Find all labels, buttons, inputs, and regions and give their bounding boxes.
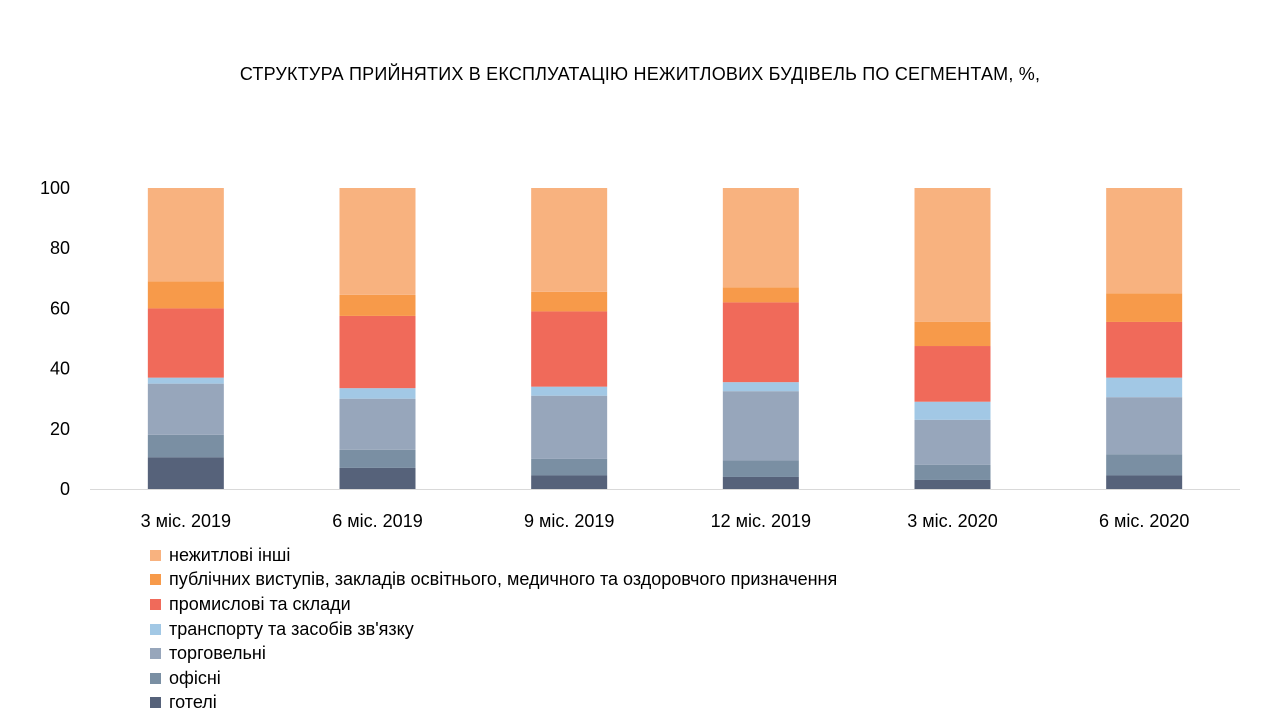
bar-segment xyxy=(531,188,608,292)
bar-stack xyxy=(531,188,608,489)
bar-segment xyxy=(531,291,608,312)
bar-segment xyxy=(147,188,224,282)
y-tick-label: 60 xyxy=(50,298,70,318)
legend-item: публічних виступів, закладів освітнього,… xyxy=(150,568,837,593)
bar-segment xyxy=(147,281,224,309)
bar-stack xyxy=(722,188,799,489)
legend-item: торговельні xyxy=(150,641,837,666)
bar-segment xyxy=(339,294,416,316)
bar-segment xyxy=(914,479,991,489)
bar-segment xyxy=(914,346,991,402)
bar-segment xyxy=(914,464,991,480)
bar-segment xyxy=(147,377,224,384)
x-tick-label: 3 міс. 2019 xyxy=(141,511,231,531)
bar-segment xyxy=(339,188,416,295)
bar-segment xyxy=(1106,188,1183,294)
legend-item: готелі xyxy=(150,691,837,716)
x-tick-label: 12 міс. 2019 xyxy=(711,511,811,531)
bar-stacks xyxy=(147,188,1183,489)
bar-segment xyxy=(339,449,416,468)
bar-segment xyxy=(147,457,224,489)
bar-segment xyxy=(914,401,991,420)
x-tick-label: 6 міс. 2019 xyxy=(332,511,422,531)
bar-segment xyxy=(147,434,224,458)
legend-swatch xyxy=(150,623,161,635)
legend-item: промислові та склади xyxy=(150,592,837,617)
legend-swatch xyxy=(150,697,161,709)
bar-segment xyxy=(339,398,416,450)
legend-swatch xyxy=(150,574,161,586)
bar-stack xyxy=(147,188,224,489)
legend-item: транспорту та засобів зв'язку xyxy=(150,617,837,642)
x-tick-label: 6 міс. 2020 xyxy=(1099,511,1189,531)
bar-segment xyxy=(339,388,416,399)
bar-segment xyxy=(531,311,608,387)
legend: нежитлові інші публічних виступів, заклад… xyxy=(150,543,837,715)
y-axis-tick-labels: 0 20 40 60 80 100 xyxy=(40,178,70,499)
legend-item: нежитлові інші xyxy=(150,543,837,568)
bar-stack xyxy=(914,188,991,489)
bar-segment xyxy=(1106,475,1183,489)
bar-segment xyxy=(147,308,224,378)
bar-segment xyxy=(722,476,799,489)
x-tick-label: 9 міс. 2019 xyxy=(524,511,614,531)
bar-segment xyxy=(722,391,799,461)
legend-label: офісні xyxy=(169,667,221,688)
bar-segment xyxy=(722,382,799,392)
y-tick-label: 0 xyxy=(60,479,70,499)
y-tick-label: 80 xyxy=(50,238,70,258)
legend-swatch xyxy=(150,598,161,610)
legend-swatch xyxy=(150,672,161,684)
legend-label: промислові та склади xyxy=(169,593,351,614)
bar-segment xyxy=(531,395,608,459)
bar-segment xyxy=(339,467,416,489)
bar-segment xyxy=(1106,397,1183,455)
x-tick-label: 3 міс. 2020 xyxy=(907,511,997,531)
bar-segment xyxy=(722,287,799,303)
legend-label: нежитлові інші xyxy=(169,544,291,565)
bar-segment xyxy=(1106,377,1183,398)
legend-label: торговельні xyxy=(169,643,266,664)
bar-segment xyxy=(914,188,991,322)
bar-stack xyxy=(339,188,416,489)
bar-segment xyxy=(1106,321,1183,378)
bar-segment xyxy=(531,458,608,476)
bar-segment xyxy=(531,475,608,489)
bar-segment xyxy=(722,460,799,477)
bar-segment xyxy=(1106,454,1183,476)
legend-label: готелі xyxy=(169,692,217,713)
legend-label: транспорту та засобів зв'язку xyxy=(169,618,414,639)
bar-segment xyxy=(1106,293,1183,322)
y-tick-label: 20 xyxy=(50,419,70,439)
x-axis-tick-labels: 3 міс. 2019 6 міс. 2019 9 міс. 2019 12 міс.… xyxy=(141,511,1190,531)
bar-segment xyxy=(722,302,799,383)
bar-segment xyxy=(914,419,991,465)
y-tick-label: 100 xyxy=(40,178,70,198)
bar-segment xyxy=(147,383,224,435)
legend-item: офісні xyxy=(150,666,837,691)
y-tick-label: 40 xyxy=(50,359,70,379)
legend-swatch xyxy=(150,549,161,561)
bar-segment xyxy=(339,315,416,389)
bar-stack xyxy=(1106,188,1183,489)
legend-label: публічних виступів, закладів освітнього,… xyxy=(169,569,838,590)
chart-title: СТРУКТУРА ПРИЙНЯТИХ В ЕКСПЛУАТАЦІЮ НЕЖИТ… xyxy=(239,64,1041,84)
bar-segment xyxy=(914,321,991,347)
bar-segment xyxy=(531,386,608,396)
legend-swatch xyxy=(150,648,161,660)
bar-segment xyxy=(722,188,799,288)
